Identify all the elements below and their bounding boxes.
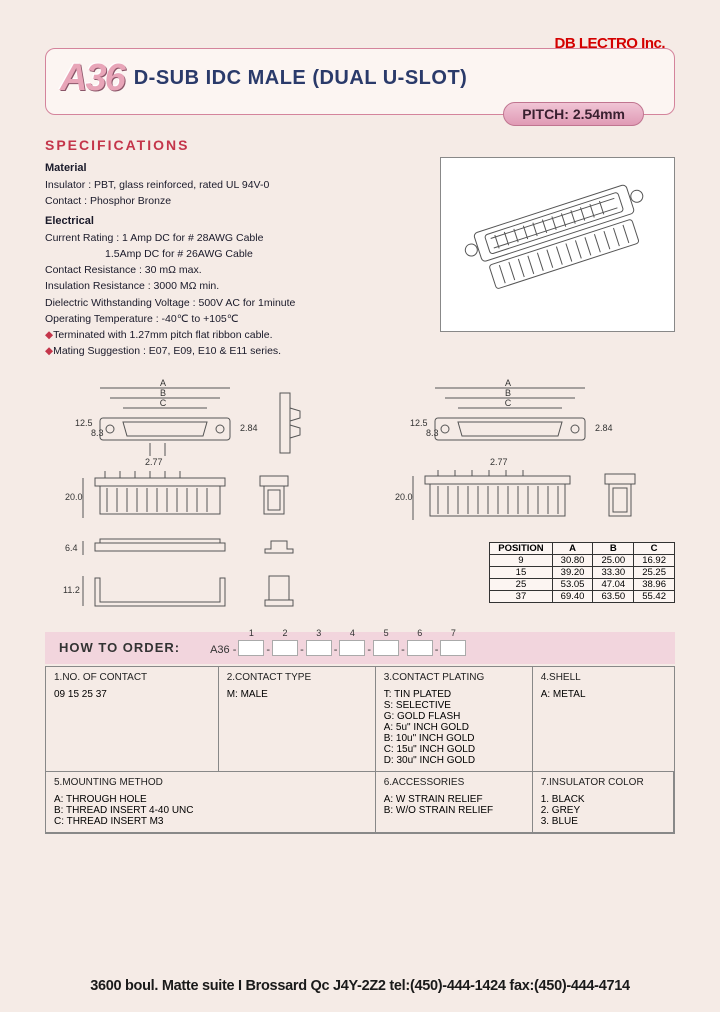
svg-text:A: A — [505, 378, 511, 388]
spec-text: Material Insulator : PBT, glass reinforc… — [45, 157, 420, 360]
grid-b: 1. BLACK 2. GREY 3. BLUE — [541, 794, 665, 827]
svg-text:12.5: 12.5 — [75, 418, 93, 428]
spec-terminated: Terminated with 1.27mm pitch flat ribbon… — [53, 329, 272, 341]
grid-h: 3.CONTACT PLATING — [384, 672, 524, 683]
spec-dielectric: Dielectric Withstanding Voltage : 500V A… — [45, 295, 420, 311]
order-bar: HOW TO ORDER: A36 - 1 - 2 - 3 - 4 - 5 - … — [45, 632, 675, 664]
spec-mating: Mating Suggestion : E07, E09, E10 & E11 … — [53, 345, 281, 357]
svg-text:2.77: 2.77 — [145, 457, 163, 467]
svg-text:20.0: 20.0 — [395, 492, 413, 502]
spec-contactres: Contact Resistance : 30 mΩ max. — [45, 262, 420, 278]
grid-h: 1.NO. OF CONTACT — [54, 672, 210, 683]
grid-h: 2.CONTACT TYPE — [227, 672, 367, 683]
diagram-front-left: A B C 12.5 8.3 2.84 2.77 — [45, 378, 325, 468]
svg-text:8.3: 8.3 — [91, 428, 104, 438]
grid-b: A: THROUGH HOLE B: THREAD INSERT 4-40 UN… — [54, 794, 367, 827]
svg-text:6.4: 6.4 — [65, 543, 78, 553]
grid-h: 5.MOUNTING METHOD — [54, 777, 367, 788]
spec-contact: Contact : Phosphor Bronze — [45, 193, 420, 209]
order-grid: 1.NO. OF CONTACT 09 15 25 37 2.CONTACT TY… — [45, 666, 675, 834]
dim-th: A — [552, 542, 593, 554]
svg-text:B: B — [160, 388, 166, 398]
svg-text:C: C — [160, 398, 167, 408]
order-prefix: A36 - — [210, 644, 236, 656]
pitch-badge: PITCH: 2.54mm — [503, 102, 644, 126]
spec-temp: Operating Temperature : -40℃ to +105℃ — [45, 311, 420, 327]
electrical-heading: Electrical — [45, 213, 420, 230]
grid-h: 7.INSULATOR COLOR — [541, 777, 665, 788]
product-photo — [440, 157, 675, 332]
grid-h: 6.ACCESSORIES — [384, 777, 524, 788]
spec-insres: Insulation Resistance : 3000 MΩ min. — [45, 278, 420, 294]
material-heading: Material — [45, 160, 420, 177]
diagram-bracket-left: 11.2 — [45, 568, 325, 618]
diagram-thin-left: 6.4 — [45, 533, 325, 568]
svg-text:C: C — [505, 398, 512, 408]
dim-th: B — [593, 542, 634, 554]
svg-text:12.5: 12.5 — [410, 418, 428, 428]
grid-b: M: MALE — [227, 689, 367, 700]
diagram-side-left: 20.0 — [45, 468, 325, 533]
grid-h: 4.SHELL — [541, 672, 666, 683]
specs-heading: SPECIFICATIONS — [45, 137, 675, 153]
spec-current2: 1.5Amp DC for # 26AWG Cable — [105, 246, 420, 262]
grid-b: A: METAL — [541, 689, 666, 700]
dim-th: POSITION — [490, 542, 552, 554]
title-box: A36 D-SUB IDC MALE (DUAL U-SLOT) PITCH: … — [45, 48, 675, 115]
dim-th: C — [634, 542, 675, 554]
diagram-side-right: 20.0 — [380, 468, 660, 538]
product-title: D-SUB IDC MALE (DUAL U-SLOT) — [134, 67, 468, 90]
grid-b: 09 15 25 37 — [54, 689, 210, 700]
part-number: A36 — [60, 57, 124, 100]
svg-text:2.84: 2.84 — [595, 423, 613, 433]
svg-text:11.2: 11.2 — [63, 585, 80, 595]
spec-insulator: Insulator : PBT, glass reinforced, rated… — [45, 177, 420, 193]
grid-b: A: W STRAIN RELIEF B: W/O STRAIN RELIEF — [384, 794, 524, 816]
svg-text:2.84: 2.84 — [240, 423, 258, 433]
spec-current1: Current Rating : 1 Amp DC for # 28AWG Ca… — [45, 230, 420, 246]
grid-b: T: TIN PLATED S: SELECTIVE G: GOLD FLASH… — [384, 689, 524, 766]
svg-text:A: A — [160, 378, 166, 388]
svg-text:20.0: 20.0 — [65, 492, 83, 502]
dimension-table: POSITION A B C 930.8025.0016.92 1539.203… — [489, 542, 675, 603]
svg-text:B: B — [505, 388, 511, 398]
svg-text:2.77: 2.77 — [490, 457, 508, 467]
footer-address: 3600 boul. Matte suite I Brossard Qc J4Y… — [0, 978, 720, 994]
diagram-front-right: A B C 12.5 8.3 2.84 2.77 — [380, 378, 660, 468]
diagram-section: A B C 12.5 8.3 2.84 2.77 20.0 — [45, 378, 675, 618]
order-heading: HOW TO ORDER: — [59, 640, 180, 655]
svg-text:8.3: 8.3 — [426, 428, 439, 438]
